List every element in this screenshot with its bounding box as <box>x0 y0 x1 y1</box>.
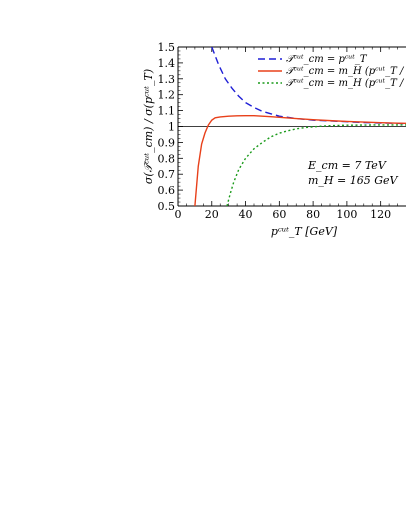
x-tick-label: 20 <box>205 208 219 221</box>
legend-label-2: 𝒯ᶜᵘᵗ_cm = m_H (pᶜᵘᵗ_T / m_H)^√2 <box>286 66 407 77</box>
y-tick-label: 0.5 <box>158 200 176 213</box>
y-tick-label: 1 <box>168 121 175 134</box>
legend-label-1: 𝒯ᶜᵘᵗ_cm = pᶜᵘᵗ_T <box>286 54 368 65</box>
legend-label-3: 𝒯ᶜᵘᵗ_cm = m_H (pᶜᵘᵗ_T / m_H)² <box>286 78 407 89</box>
x-tick-label: 40 <box>239 208 253 221</box>
series-line-3 <box>226 124 406 206</box>
x-axis-title: pᶜᵘᵗ_T [GeV] <box>271 225 338 238</box>
y-tick-label: 1.4 <box>158 57 176 70</box>
y-tick-label: 1.3 <box>158 73 176 86</box>
annotations: E_cm = 7 TeV m_H = 165 GeV <box>307 159 399 187</box>
annotation-mass: m_H = 165 GeV <box>308 174 399 187</box>
x-tick-label: 100 <box>336 208 357 221</box>
series-group <box>194 47 406 206</box>
y-tick-label: 0.8 <box>158 152 176 165</box>
y-tick-label: 1.5 <box>158 41 176 54</box>
x-tick-label: 0 <box>175 208 182 221</box>
x-tick-label: 80 <box>306 208 320 221</box>
y-tick-label: 0.7 <box>158 168 176 181</box>
x-tick-label: 60 <box>272 208 286 221</box>
y-tick-label: 0.6 <box>158 184 176 197</box>
series-line-2 <box>194 114 406 206</box>
y-tick-label: 0.9 <box>158 136 176 149</box>
y-axis-title: σ(𝒯ᶜᵘᵗ_cm) / σ(pᶜᵘᵗ_T) <box>142 69 155 184</box>
y-tick-label: 1.2 <box>158 89 176 102</box>
x-tick-label: 120 <box>370 208 391 221</box>
annotation-energy: E_cm = 7 TeV <box>307 159 387 172</box>
plot-area: 0 20 40 60 80 100 120 0.5 0.6 0.7 0.8 0.9 1 1.1 1.2 1.3… <box>142 41 406 238</box>
y-tick-label: 1.1 <box>158 105 176 118</box>
